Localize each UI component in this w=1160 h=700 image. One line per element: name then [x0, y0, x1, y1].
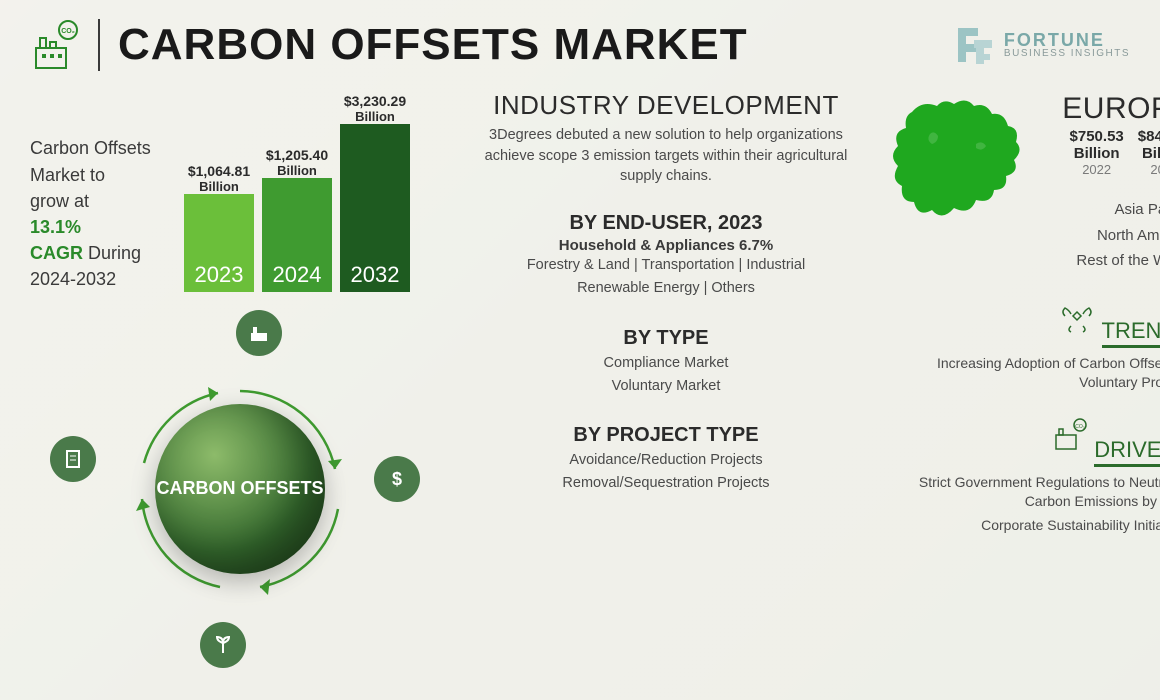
hands-icon	[1057, 298, 1097, 334]
cagr-and-chart: Carbon Offsets Market to grow at 13.1% C…	[30, 92, 450, 292]
left-column: Carbon Offsets Market to grow at 13.1% C…	[30, 92, 450, 662]
co2-factory-icon: CO₂	[30, 18, 84, 72]
brand-name: FORTUNE	[1004, 31, 1130, 49]
bar-unit: Billion	[277, 163, 317, 178]
end-user-row: Forestry & Land | Transportation | Indus…	[466, 254, 866, 277]
bar-rect: 2032	[340, 124, 410, 292]
bar-rect: 2023	[184, 194, 254, 292]
end-user-title: BY END-USER, 2023	[466, 212, 866, 235]
bar-value: $3,230.29	[344, 93, 406, 109]
dollar-orbit-icon: $	[374, 456, 420, 502]
cagr-line: Market to	[30, 165, 105, 185]
drivers-line: Corporate Sustainability Initiatives	[882, 516, 1160, 536]
bar-2032: $3,230.29 Billion 2032	[340, 93, 410, 292]
europe-values: $750.53 Billion 2022 $846.15 Billion 202…	[1046, 128, 1160, 177]
globe-diagram: CARBON OFFSETS $	[30, 316, 450, 662]
bar-chart: $1,064.81 Billion 2023 $1,205.40 Billion…	[184, 92, 450, 292]
europe-map-icon	[882, 92, 1032, 232]
year: 2023	[1138, 162, 1160, 177]
bar-value: $1,064.81	[188, 163, 250, 179]
bar-value: $1,205.40	[266, 147, 328, 163]
region-list: Asia Pacific North America Rest of the W…	[1046, 197, 1160, 274]
by-type-section: BY TYPE Compliance Market Voluntary Mark…	[466, 327, 866, 398]
region-item: Rest of the World	[1046, 248, 1160, 274]
center-column: INDUSTRY DEVELOPMENT 3Degrees debuted a …	[466, 92, 866, 662]
by-type-title: BY TYPE	[466, 327, 866, 350]
svg-text:$: $	[392, 469, 402, 489]
by-project-row: Removal/Sequestration Projects	[466, 472, 866, 495]
unit: Billion	[1070, 145, 1124, 162]
svg-text:CO₂: CO₂	[1075, 424, 1085, 430]
year: 2022	[1070, 162, 1124, 177]
brand-subtitle: BUSINESS INSIGHTS	[1004, 49, 1130, 59]
value: $750.53	[1070, 128, 1124, 145]
cagr-line: Carbon Offsets	[30, 138, 151, 158]
header-divider	[98, 19, 100, 71]
cagr-period: 2024-2032	[30, 269, 116, 289]
industry-body: 3Degrees debuted a new solution to help …	[466, 125, 866, 186]
drivers-section: CO₂ DRIVERS Strict Government Regulation…	[882, 417, 1160, 536]
globe-label: CARBON OFFSETS	[156, 479, 323, 499]
content-grid: Carbon Offsets Market to grow at 13.1% C…	[0, 82, 1160, 682]
trends-body: Increasing Adoption of Carbon Offsets by…	[882, 354, 1160, 393]
bar-2024: $1,205.40 Billion 2024	[262, 147, 332, 292]
drivers-line: Strict Government Regulations to Neutral…	[882, 473, 1160, 512]
drivers-title: DRIVERS	[1094, 437, 1160, 467]
svg-text:CO₂: CO₂	[61, 28, 75, 35]
fortune-logo-icon	[954, 24, 996, 66]
page-title: CARBON OFFSETS MARKET	[118, 20, 954, 70]
bar-unit: Billion	[199, 179, 239, 194]
cagr-percent: 13.1%	[30, 217, 81, 237]
by-type-row: Voluntary Market	[466, 375, 866, 398]
globe-sphere: CARBON OFFSETS	[155, 404, 325, 574]
region-item: Asia Pacific	[1046, 197, 1160, 223]
bar-rect: 2024	[262, 178, 332, 292]
europe-title: EUROPE	[1046, 92, 1160, 126]
trends-section: TRENDS Increasing Adoption of Carbon Off…	[882, 298, 1160, 393]
industry-section: INDUSTRY DEVELOPMENT 3Degrees debuted a …	[466, 92, 866, 186]
cagr-line: grow at	[30, 191, 89, 211]
cagr-label: CAGR	[30, 243, 83, 263]
cagr-during: During	[88, 243, 141, 263]
brand-logo-block: FORTUNE BUSINESS INSIGHTS	[954, 24, 1130, 66]
cagr-text: Carbon Offsets Market to grow at 13.1% C…	[30, 135, 170, 292]
trends-title: TRENDS	[1102, 318, 1160, 348]
europe-info: EUROPE $750.53 Billion 2022 $846.15 Bill…	[1046, 92, 1160, 274]
factory-orbit-icon	[236, 310, 282, 356]
value: $846.15	[1138, 128, 1160, 145]
unit: Billion	[1138, 145, 1160, 162]
region-item: North America	[1046, 223, 1160, 249]
europe-block: EUROPE $750.53 Billion 2022 $846.15 Bill…	[882, 92, 1160, 274]
end-user-section: BY END-USER, 2023 Household & Appliances…	[466, 212, 866, 300]
end-user-lead: Household & Appliances 6.7%	[466, 237, 866, 254]
right-column: EUROPE $750.53 Billion 2022 $846.15 Bill…	[882, 92, 1160, 662]
end-user-row: Renewable Energy | Others	[466, 277, 866, 300]
co2-mini-icon: CO₂	[1050, 417, 1090, 453]
industry-title: INDUSTRY DEVELOPMENT	[466, 92, 866, 119]
by-project-title: BY PROJECT TYPE	[466, 424, 866, 447]
europe-2022: $750.53 Billion 2022	[1070, 128, 1124, 177]
bar-unit: Billion	[355, 109, 395, 124]
header: CO₂ CARBON OFFSETS MARKET FORTUNE BUSINE…	[0, 0, 1160, 82]
by-project-section: BY PROJECT TYPE Avoidance/Reduction Proj…	[466, 424, 866, 495]
europe-2023: $846.15 Billion 2023	[1138, 128, 1160, 177]
sprout-orbit-icon	[200, 622, 246, 668]
by-type-row: Compliance Market	[466, 352, 866, 375]
by-project-row: Avoidance/Reduction Projects	[466, 449, 866, 472]
document-orbit-icon	[50, 436, 96, 482]
bar-2023: $1,064.81 Billion 2023	[184, 163, 254, 292]
